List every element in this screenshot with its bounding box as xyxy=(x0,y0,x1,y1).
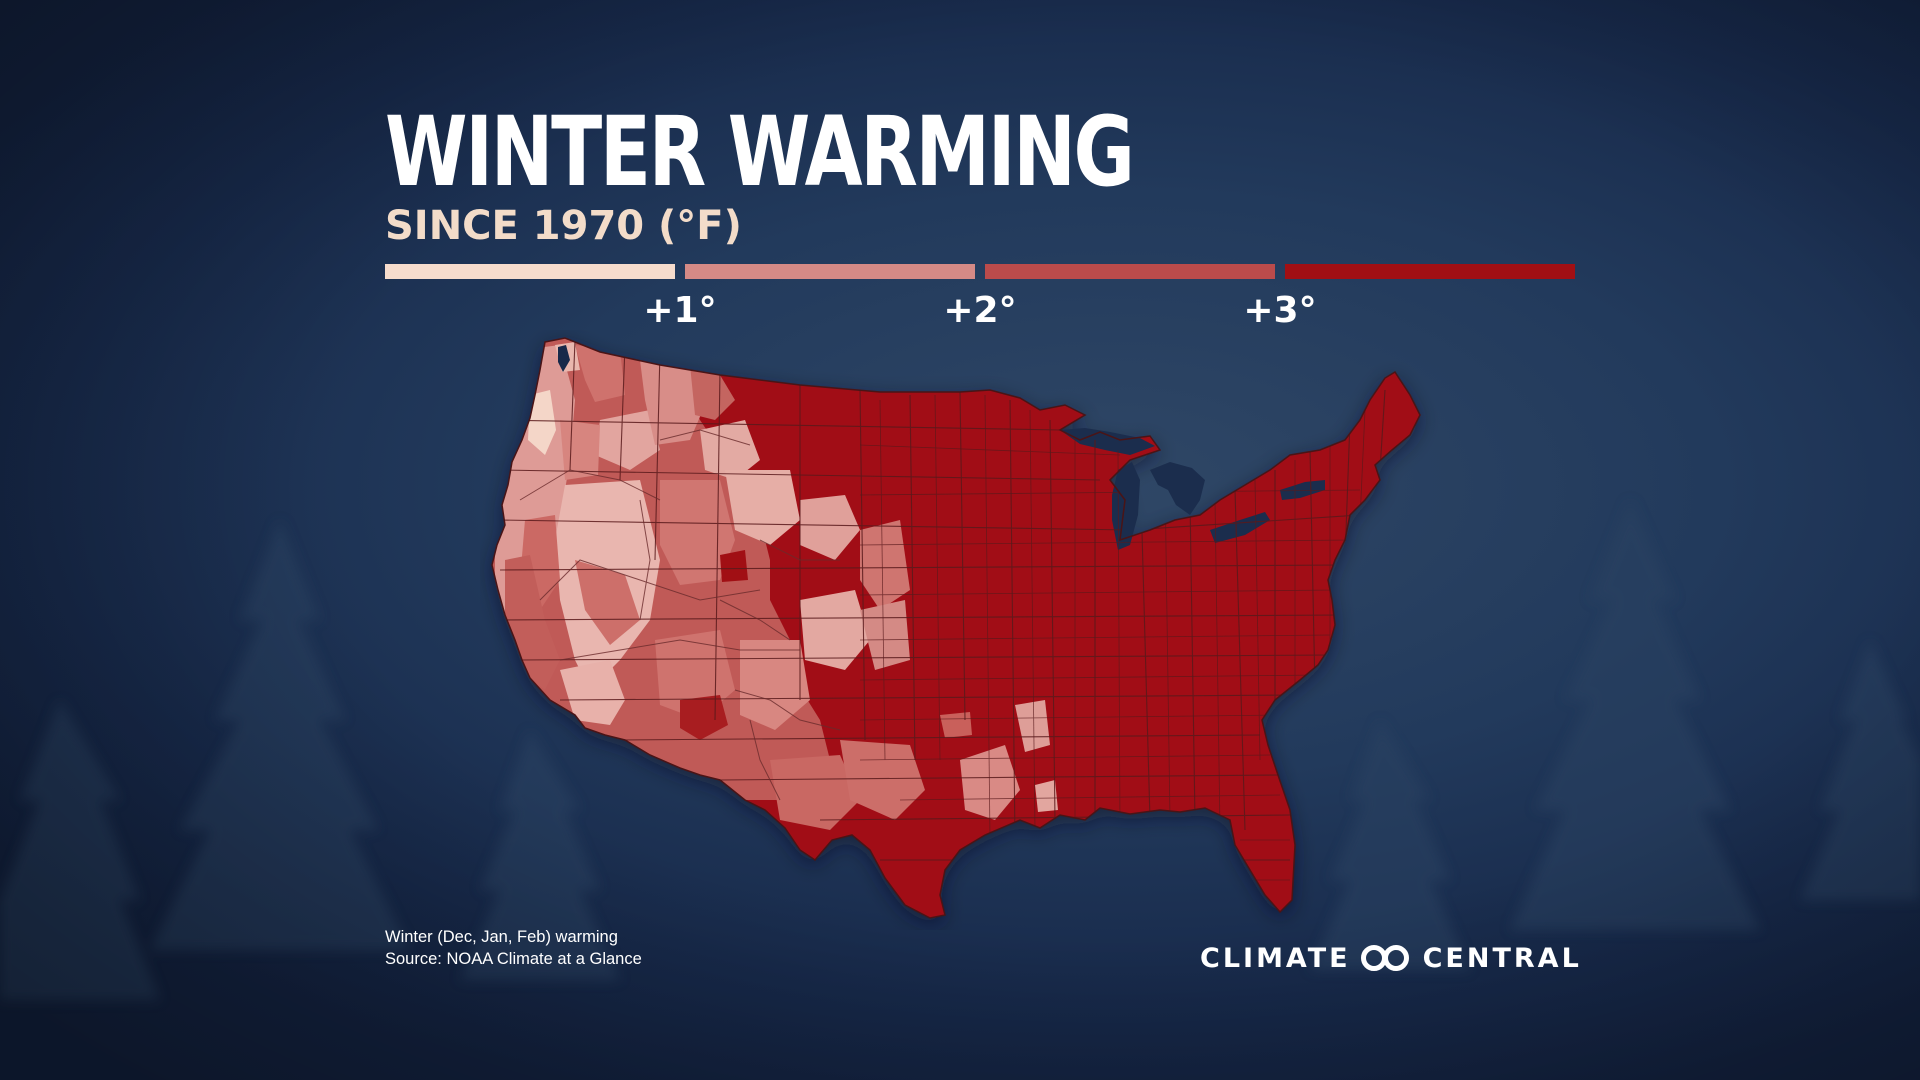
legend-label-2: +2° xyxy=(943,290,1017,331)
legend-bin-4 xyxy=(1285,264,1575,279)
climate-central-logo: CLIMATE CENTRAL xyxy=(1200,940,1582,976)
brand-word-2: CENTRAL xyxy=(1422,942,1582,974)
legend-bin-3 xyxy=(985,264,1275,279)
subtitle: SINCE 1970 (°F) xyxy=(385,203,742,249)
legend-bin-1 xyxy=(385,264,675,279)
interlocking-rings-icon xyxy=(1360,945,1409,971)
footnote-line-2: Source: NOAA Climate at a Glance xyxy=(385,950,642,968)
brand-word-1: CLIMATE xyxy=(1200,942,1351,974)
page-title: WINTER WARMING xyxy=(385,96,1135,208)
legend-label-3: +3° xyxy=(1243,290,1317,331)
us-choropleth-map xyxy=(491,337,1421,919)
legend-label-1: +1° xyxy=(643,290,717,331)
great-lakes xyxy=(1060,428,1325,550)
footnote-line-1: Winter (Dec, Jan, Feb) warming xyxy=(385,928,618,946)
puget-sound xyxy=(558,345,570,372)
legend-bin-2 xyxy=(685,264,975,279)
